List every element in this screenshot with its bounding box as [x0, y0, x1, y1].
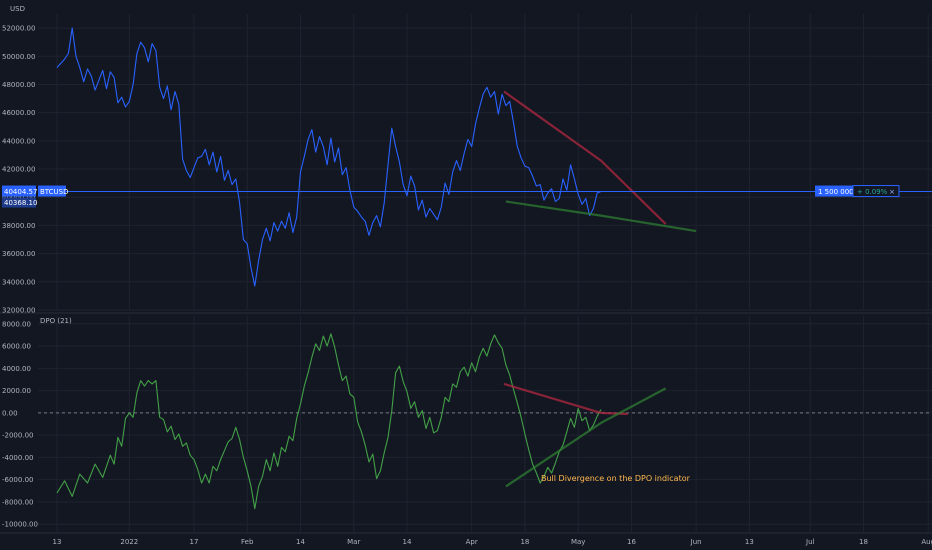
price-label-2-box [2, 197, 36, 208]
order-change: + 0.09% [857, 188, 888, 196]
x-tick-label: 13 [745, 538, 754, 546]
y-tick-label: 2000.00 [2, 387, 31, 395]
divergence-annotation: Bull Divergence on the DPO indicator [541, 474, 691, 483]
x-tick-label: 14 [296, 538, 305, 546]
series-resistance[interactable] [503, 90, 667, 225]
order-quantity-box[interactable] [815, 185, 853, 197]
y-tick-label: -8000.00 [2, 498, 33, 506]
symbol-badge[interactable] [38, 185, 66, 197]
price-label: 40404.57 [4, 188, 37, 196]
x-tick-label: 17 [190, 538, 199, 546]
x-tick-label: 14 [403, 538, 412, 546]
grid [0, 14, 932, 532]
y-tick-label: 52000.00 [2, 25, 35, 33]
x-tick-label: Aug [921, 538, 932, 546]
dpo-title: DPO (21) [40, 317, 72, 325]
labels: USD DPO (21) Bull Divergence on the DPO … [10, 5, 691, 483]
y-tick-label: 44000.00 [2, 137, 35, 145]
y-tick-label: -2000.00 [2, 432, 33, 440]
y-tick-label: 8000.00 [2, 320, 31, 328]
y-tick-label: 0.00 [2, 409, 18, 417]
y-tick-label: 6000.00 [2, 343, 31, 351]
x-tick-label: Feb [241, 538, 254, 546]
x-tick-label: 18 [859, 538, 868, 546]
currency-label: USD [10, 5, 25, 13]
x-tick-label: Apr [466, 538, 478, 546]
symbol-label: BTCUSD [40, 188, 69, 196]
price-label-2: 40368.10 [4, 199, 37, 207]
x-tick-label: Jul [805, 538, 815, 546]
x-tick-label: Mar [347, 538, 360, 546]
y-tick-label: -10000.00 [2, 521, 38, 529]
series-btcusd[interactable] [56, 27, 602, 287]
order-change-box [852, 185, 900, 198]
y-tick-label: 34000.00 [2, 278, 35, 286]
order-quantity: 1 500 000 [818, 188, 854, 196]
x-tick-label: May [571, 538, 585, 546]
series-dpo[interactable] [56, 333, 602, 510]
x-tick-label: 2022 [120, 538, 138, 546]
x-tick-label: 16 [627, 538, 636, 546]
x-tick-label: 18 [520, 538, 529, 546]
y-tick-label: 32000.00 [2, 307, 35, 315]
axes: 52000.00 50000.00 48000.00 46000.00 44000.00… [0, 25, 932, 546]
y-tick-label: -6000.00 [2, 476, 33, 484]
series-support[interactable] [505, 200, 697, 233]
y-tick-label: 42000.00 [2, 166, 35, 174]
y-tick-label: 36000.00 [2, 250, 35, 258]
y-tick-label: 38000.00 [2, 222, 35, 230]
x-tick-label: Jun [690, 538, 702, 546]
x-tick-label: 13 [53, 538, 62, 546]
series-lines [56, 27, 697, 510]
y-tick-label: 50000.00 [2, 53, 35, 61]
y-tick-label: -4000.00 [2, 454, 33, 462]
y-tick-label: 46000.00 [2, 109, 35, 117]
price-label-box [2, 185, 36, 197]
order-close-icon[interactable]: × [889, 188, 895, 196]
y-tick-label: 4000.00 [2, 365, 31, 373]
series-support[interactable] [505, 387, 667, 488]
y-tick-label: 48000.00 [2, 81, 35, 89]
